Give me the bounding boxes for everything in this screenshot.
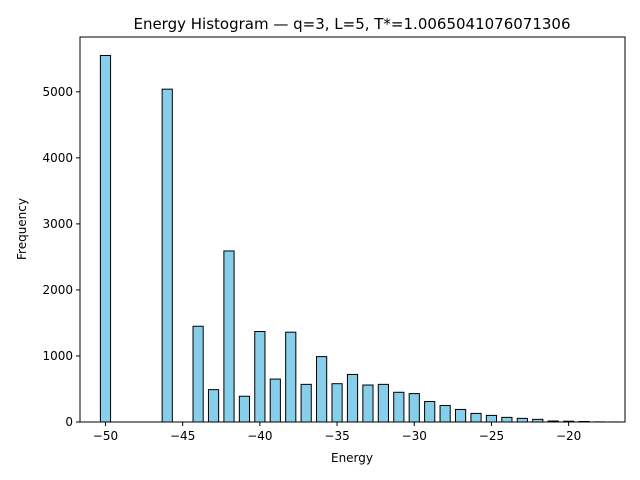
x-axis-label: Energy — [331, 451, 373, 465]
x-tick-label: −25 — [479, 429, 504, 443]
plot-area-frame — [79, 36, 626, 423]
y-tick-label: 0 — [65, 415, 73, 429]
y-tick-label: 2000 — [42, 283, 73, 297]
histogram-bar — [238, 395, 251, 423]
x-tick-label: −45 — [170, 429, 195, 443]
x-tick-label: −50 — [93, 429, 118, 443]
histogram-bar — [161, 88, 173, 423]
histogram-bar — [331, 383, 343, 423]
histogram-bar — [223, 250, 235, 423]
histogram-bar — [501, 416, 513, 423]
x-axis-ticks: −50 −45 −40 −35 −30 −25 −20 — [93, 422, 581, 443]
histogram-bar — [316, 356, 328, 423]
histogram-bar — [362, 384, 374, 423]
histogram-bar — [393, 391, 405, 423]
x-tick-label: −40 — [247, 429, 272, 443]
histogram-bar — [300, 383, 312, 423]
histogram-bar — [485, 414, 498, 423]
x-tick-label: −35 — [324, 429, 349, 443]
y-axis-ticks: 0 1000 2000 3000 4000 5000 — [42, 85, 80, 429]
histogram-bar — [192, 325, 204, 423]
y-tick-label: 3000 — [42, 217, 73, 231]
histogram-bar — [346, 373, 359, 423]
histogram-bar — [470, 412, 482, 423]
x-tick-label: −20 — [556, 429, 581, 443]
histogram-bar — [207, 389, 220, 423]
histogram-bar — [254, 331, 266, 423]
histogram-bar — [269, 378, 281, 423]
histogram-bar — [99, 54, 112, 423]
histogram-bar — [454, 408, 467, 423]
y-axis-label: Frequency — [15, 198, 29, 260]
histogram-bar — [516, 417, 528, 423]
y-tick-label: 1000 — [42, 349, 73, 363]
histogram-bar — [408, 393, 420, 423]
histogram-bar — [377, 383, 389, 423]
y-tick-label: 4000 — [42, 151, 73, 165]
histogram-bar — [424, 401, 436, 423]
histogram-bar — [439, 404, 451, 423]
chart-title: Energy Histogram — q=3, L=5, T*=1.006504… — [133, 15, 570, 33]
y-tick-label: 5000 — [42, 85, 73, 99]
x-tick-label: −30 — [402, 429, 427, 443]
histogram-bar — [285, 331, 297, 423]
